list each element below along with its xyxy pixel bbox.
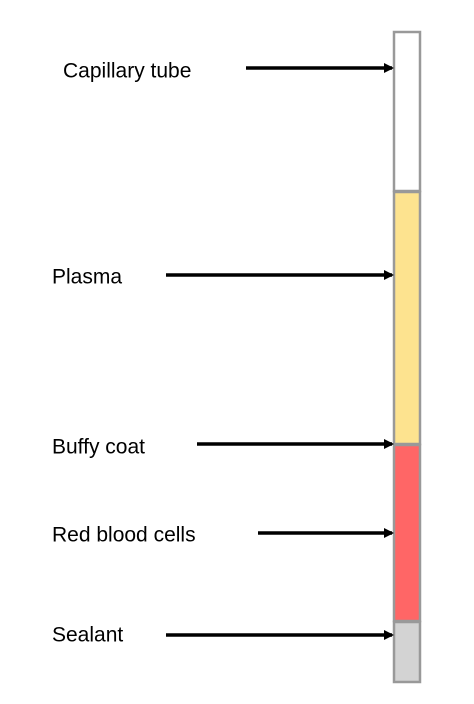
plasma-layer	[392, 190, 422, 446]
label: Buffy coat	[52, 436, 145, 459]
label: Plasma	[52, 266, 122, 289]
label: Red blood cells	[52, 524, 196, 547]
tube-empty	[392, 30, 422, 193]
sealant-layer	[392, 620, 422, 684]
label: Sealant	[52, 624, 123, 647]
rbc-layer	[392, 443, 422, 623]
label: Capillary tube	[63, 60, 191, 83]
